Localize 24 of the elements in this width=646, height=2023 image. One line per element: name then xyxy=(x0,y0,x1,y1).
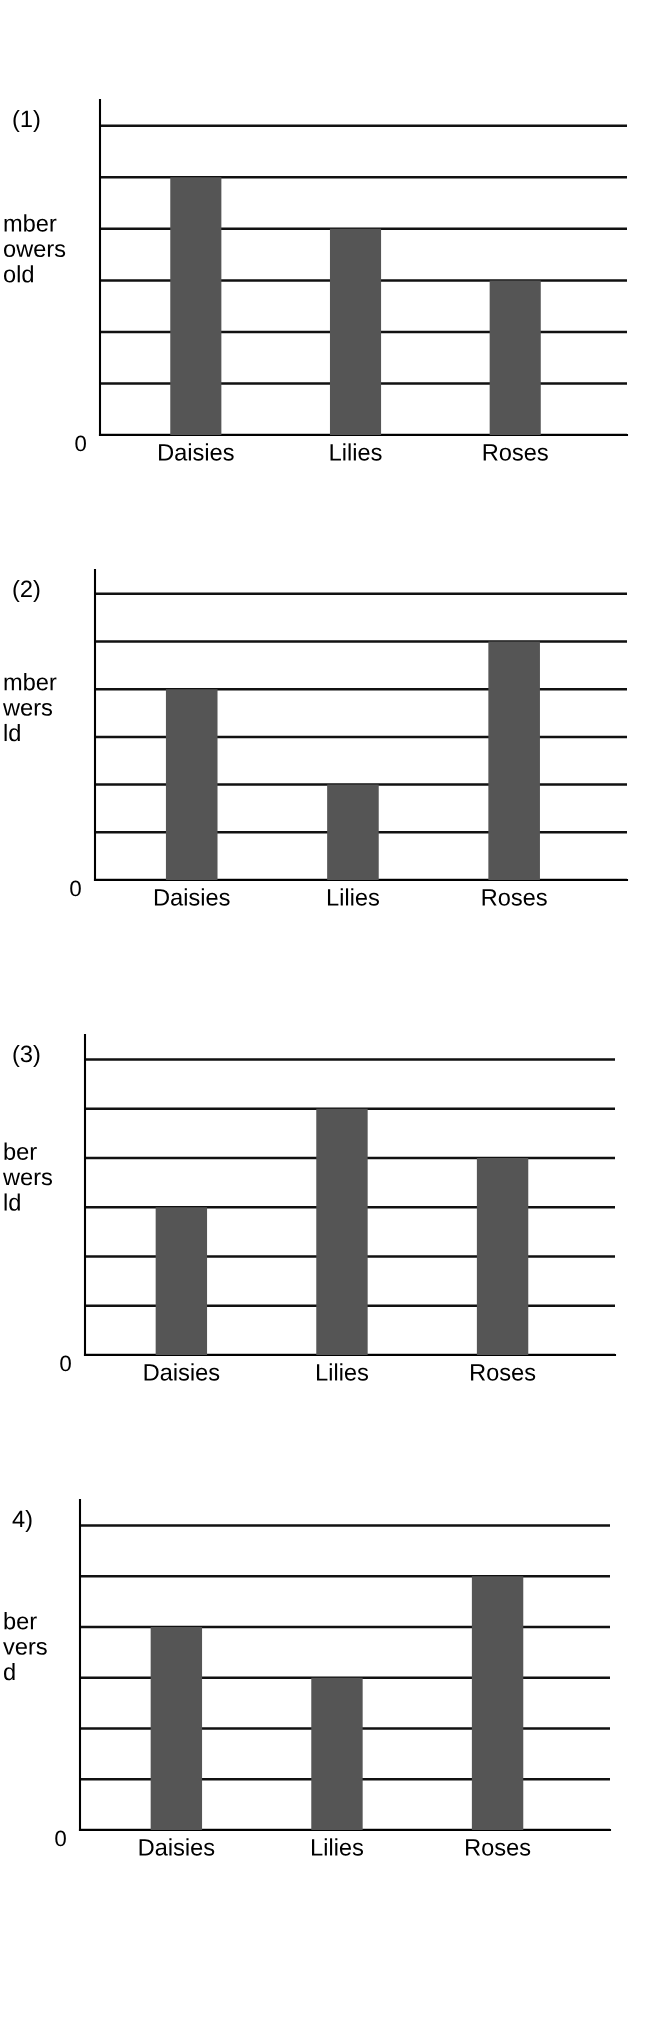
x-tick-label: Lilies xyxy=(327,888,379,906)
x-tick-label: Roses xyxy=(483,444,548,461)
text: 0 xyxy=(60,1355,71,1372)
y-axis-title: mber owers old xyxy=(3,214,66,283)
x-tick-label: Daisies xyxy=(144,1363,220,1381)
x-tick-label: Daisies xyxy=(159,443,234,461)
x-tick-label: Daisies xyxy=(154,888,230,906)
chart-title: (1) xyxy=(13,110,40,132)
text: 0 xyxy=(70,880,81,897)
x-tick-label: Roses xyxy=(466,1839,531,1856)
text: 0 xyxy=(75,435,86,452)
x-tick-label: Lilies xyxy=(317,1363,369,1381)
chart-title: (3) xyxy=(13,1045,40,1067)
chart-title: 4) xyxy=(12,1510,32,1532)
x-tick-label: Daisies xyxy=(139,1838,215,1856)
y-axis-title: mber wers ld xyxy=(2,673,57,742)
chart-title: (2) xyxy=(13,580,40,602)
x-tick-label: Roses xyxy=(471,1364,536,1381)
x-tick-label: Lilies xyxy=(330,443,382,461)
y-axis-title: ber wers ld xyxy=(2,1142,52,1211)
x-tick-label: Lilies xyxy=(312,1838,364,1856)
y-axis-title: ber vers d xyxy=(3,1612,47,1681)
x-tick-label: Roses xyxy=(482,889,547,906)
text: 0 xyxy=(55,1830,66,1847)
